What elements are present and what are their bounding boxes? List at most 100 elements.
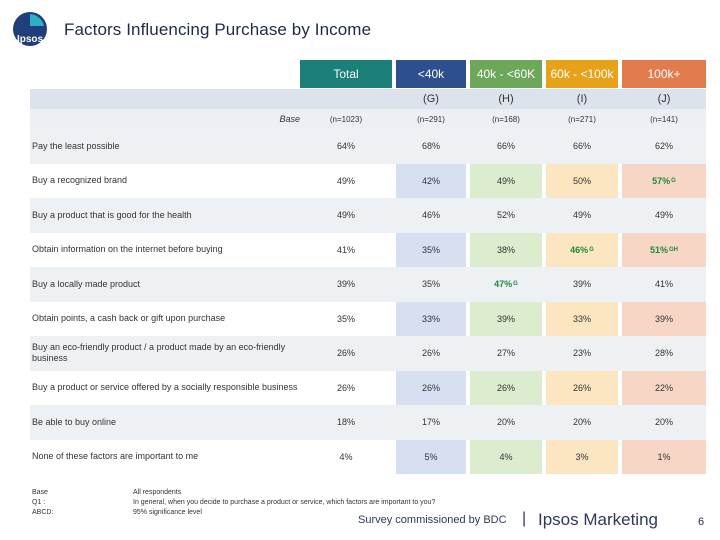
col-letter-g: (G) (423, 93, 439, 105)
cell-value: 23% (572, 348, 591, 359)
table-cell: 41% (300, 233, 392, 268)
cell-value: 49% (336, 175, 355, 186)
cell-value: 42% (421, 175, 440, 186)
cell-value: 39% (336, 279, 355, 290)
survey-credit: Survey commissioned by BDC (358, 514, 507, 526)
table-cell: 26% (396, 371, 466, 406)
row-label: Buy a recognized brand (32, 175, 128, 186)
table-cell: 17% (396, 405, 466, 440)
cell-value: 5% (424, 451, 438, 462)
cell-value: 66% (496, 141, 515, 152)
row-label: Obtain information on the internet befor… (32, 244, 223, 255)
table-cell: 35% (396, 233, 466, 268)
base-total: (n=1023) (329, 114, 363, 124)
table-cell: 39% (546, 267, 618, 302)
table-row-shade (30, 336, 706, 371)
row-label: Buy a product that is good for the healt… (32, 209, 192, 220)
cell-value: 20% (654, 417, 673, 428)
table-cell: 49% (300, 164, 392, 199)
cell-value: 1% (657, 451, 671, 462)
table-cell: 22% (622, 371, 706, 406)
page-number: 6 (698, 516, 705, 528)
table-cell: 49% (622, 198, 706, 233)
table-cell: 26% (300, 371, 392, 406)
significance-marker: G (671, 177, 676, 184)
row-label: Obtain points, a cash back or gift upon … (32, 313, 226, 324)
base-h: (n=168) (492, 114, 520, 124)
cell-value: 4% (499, 451, 513, 462)
cell-value: 38% (496, 244, 515, 255)
table-cell: 4% (470, 440, 542, 475)
footnote-q1-key: Q1 : (32, 499, 46, 506)
cell-value: 26% (421, 382, 440, 393)
cell-value: 27% (496, 348, 515, 359)
cell-value: 49% (572, 210, 591, 221)
cell-value: 39% (654, 313, 673, 324)
cell-value: 46% (570, 244, 589, 255)
cell-value: 64% (336, 141, 355, 152)
cell-value: 68% (421, 141, 440, 152)
table-cell: 33% (546, 302, 618, 337)
table-row-shade (30, 129, 706, 164)
table-cell: 35% (396, 267, 466, 302)
base-band (30, 109, 706, 129)
cell-value: 49% (654, 210, 673, 221)
footnote-keys: Base Q1 : ABCD: (32, 488, 53, 518)
table-row-shade (30, 267, 706, 302)
table-cell: 49% (300, 198, 392, 233)
table-cell: 49% (546, 198, 618, 233)
letter-band (30, 89, 706, 109)
footnote-base-key: Base (32, 489, 48, 496)
table-cell: 39% (300, 267, 392, 302)
cell-value: 49% (496, 175, 515, 186)
table-cell: 46% G (546, 233, 618, 268)
col-header-total: Total (300, 60, 392, 88)
cell-value: 17% (421, 417, 440, 428)
cell-value: 52% (496, 210, 515, 221)
cell-value: 18% (336, 417, 355, 428)
row-label: Pay the least possible (32, 140, 120, 151)
base-g: (n=291) (417, 114, 445, 124)
base-j: (n=141) (650, 114, 678, 124)
row-label: Be able to buy online (32, 416, 117, 427)
table-cell: 18% (300, 405, 392, 440)
table-cell: 3% (546, 440, 618, 475)
table-cell: 26% (546, 371, 618, 406)
table-cell: 28% (622, 336, 706, 371)
cell-value: 41% (336, 244, 355, 255)
table-cell: 68% (396, 129, 466, 164)
table-row-shade (30, 405, 706, 440)
cell-value: 22% (654, 382, 673, 393)
footnote-base-text: All respondents (133, 489, 182, 496)
table-cell: 26% (470, 371, 542, 406)
footnote-abcd-key: ABCD: (32, 509, 54, 516)
table-cell: 41% (622, 267, 706, 302)
table-cell: 23% (546, 336, 618, 371)
table-cell: 51% GH (622, 233, 706, 268)
col-letter-j: (J) (657, 93, 671, 105)
cell-value: 35% (336, 313, 355, 324)
table-cell: 50% (546, 164, 618, 199)
table-cell: 57% G (622, 164, 706, 199)
table-cell: 62% (622, 129, 706, 164)
cell-value: 20% (572, 417, 591, 428)
table-cell: 20% (470, 405, 542, 440)
footer-separator: | (522, 510, 527, 527)
col-header-100k-plus: 100k+ (622, 60, 706, 88)
table-cell: 66% (470, 129, 542, 164)
cell-value: 33% (421, 313, 440, 324)
cell-value: 49% (336, 210, 355, 221)
table-row-shade (30, 198, 706, 233)
cell-value: 62% (654, 141, 673, 152)
ipsos-logo: Ipsos (13, 12, 47, 46)
footnote-q1-text: In general, when you decide to purchase … (133, 499, 436, 506)
row-label: Buy a locally made product (32, 278, 141, 289)
col-header-under-40k: <40k (396, 60, 466, 88)
table-cell: 52% (470, 198, 542, 233)
cell-value: 39% (572, 279, 591, 290)
page-title: Factors Influencing Purchase by Income (64, 20, 372, 39)
brand-name: Ipsos Marketing (538, 510, 658, 529)
row-label: Buy an eco-friendly product / a product … (32, 342, 286, 364)
col-header-40k-60k: 40k - <60K (470, 60, 542, 88)
cell-value: 35% (421, 244, 440, 255)
